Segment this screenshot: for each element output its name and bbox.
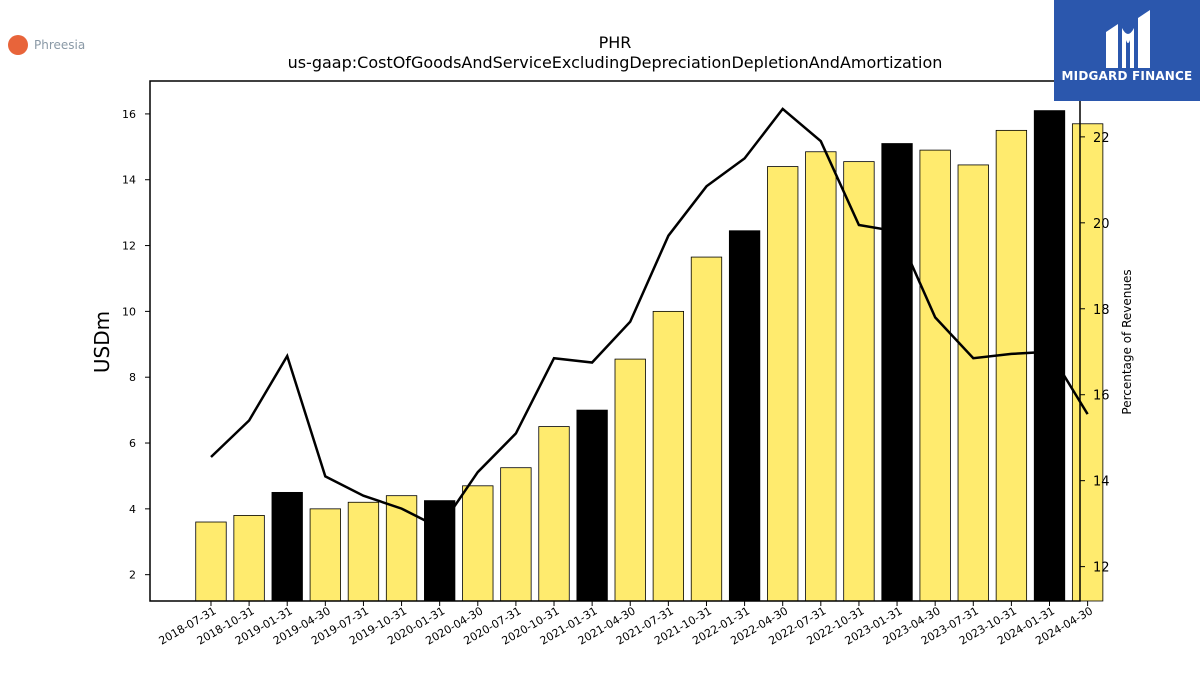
bar bbox=[957, 164, 989, 602]
bar bbox=[347, 501, 380, 602]
bar bbox=[919, 149, 951, 602]
bar bbox=[385, 495, 418, 602]
y-tick-label: 4 bbox=[129, 503, 136, 516]
y-tick-label: 10 bbox=[122, 305, 136, 318]
percentage-line bbox=[210, 107, 1089, 530]
bar bbox=[652, 310, 685, 602]
bar bbox=[424, 500, 456, 602]
y2-tick-label: 22 bbox=[1093, 131, 1110, 146]
bar bbox=[1033, 110, 1066, 602]
bar bbox=[233, 515, 265, 602]
bar bbox=[309, 508, 341, 602]
y-tick-label: 2 bbox=[129, 569, 136, 582]
bar bbox=[805, 151, 837, 602]
chart-title: PHR bbox=[599, 33, 632, 52]
y2-tick-label: 18 bbox=[1093, 303, 1110, 318]
bar bbox=[614, 358, 646, 602]
bar bbox=[881, 143, 913, 602]
y-tick-label: 6 bbox=[129, 437, 136, 450]
bar bbox=[843, 161, 875, 602]
y-tick-label: 16 bbox=[122, 108, 136, 121]
bar bbox=[576, 409, 608, 602]
y-tick-label: 8 bbox=[129, 371, 136, 384]
y-axis-label: USDm bbox=[90, 311, 114, 373]
y-tick-label: 12 bbox=[122, 240, 136, 253]
bar bbox=[1071, 123, 1104, 602]
bar bbox=[271, 491, 303, 602]
brand-mark-icon bbox=[1106, 10, 1150, 68]
bar bbox=[767, 166, 799, 602]
company-logo-icon bbox=[8, 35, 28, 55]
y2-tick-label: 20 bbox=[1093, 217, 1110, 232]
bar bbox=[462, 485, 494, 602]
brand-logo: MIDGARD FINANCE bbox=[1054, 0, 1200, 101]
bar bbox=[995, 129, 1028, 602]
company-name: Phreesia bbox=[34, 38, 86, 52]
y-tick-label: 14 bbox=[122, 174, 136, 187]
y2-tick-label: 16 bbox=[1093, 389, 1110, 404]
chart-subtitle: us-gaap:CostOfGoodsAndServiceExcludingDe… bbox=[288, 53, 943, 72]
bar bbox=[195, 521, 227, 602]
plot-frame bbox=[149, 80, 1081, 602]
y2-tick-label: 12 bbox=[1093, 561, 1110, 576]
bar bbox=[690, 256, 723, 602]
y2-tick-label: 14 bbox=[1093, 475, 1110, 490]
y2-axis-label: Percentage of Revenues bbox=[1120, 269, 1134, 414]
bar bbox=[538, 426, 570, 602]
bar bbox=[500, 467, 532, 602]
bar bbox=[728, 230, 761, 602]
company-logo: Phreesia bbox=[8, 35, 85, 55]
brand-name: MIDGARD FINANCE bbox=[1061, 69, 1193, 83]
